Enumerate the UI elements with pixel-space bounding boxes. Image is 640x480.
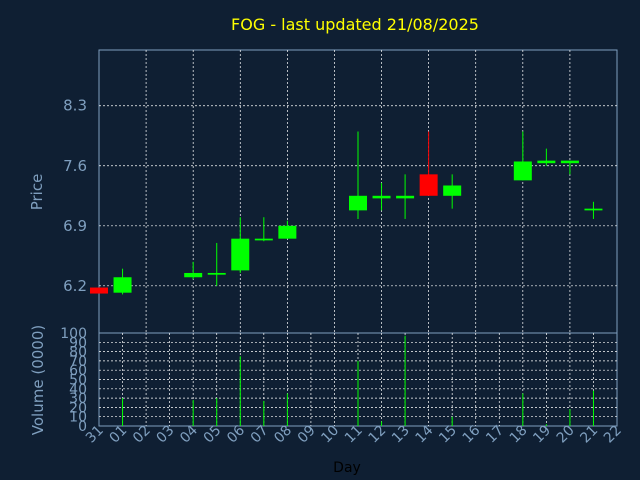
candle-06 <box>231 217 250 273</box>
candle-body <box>419 174 438 196</box>
volume-bars <box>122 335 594 426</box>
candle-18 <box>513 131 532 181</box>
price-y-tick-labels: 6.2 6.9 7.6 8.3 <box>63 97 87 295</box>
candle-15 <box>443 174 462 209</box>
candle-body <box>90 287 108 294</box>
candle-body <box>278 225 297 239</box>
volume-y-tick-label: 40 <box>69 382 87 398</box>
day-axis-label: Day <box>333 460 361 476</box>
chart-title: FOG - last updated 21/08/2025 <box>231 15 479 34</box>
volume-y-tick-label: 80 <box>69 345 87 361</box>
volume-y-tick-label: 10 <box>69 410 87 426</box>
candle-11 <box>349 131 367 219</box>
candle-body <box>584 208 603 211</box>
candle-body <box>254 238 273 241</box>
candle-05 <box>207 242 226 286</box>
candle-body <box>443 185 462 196</box>
candle-31 <box>90 287 108 294</box>
volume-y-tick-label: 30 <box>69 391 87 407</box>
volume-y-tick-label: 0 <box>78 419 87 435</box>
volume-y-tick-label: 100 <box>60 326 87 342</box>
candle-body <box>207 272 226 275</box>
price-y-tick-label: 7.6 <box>63 157 87 175</box>
price-y-tick-label: 6.9 <box>63 217 87 235</box>
candle-body <box>113 277 132 293</box>
candle-20 <box>560 160 579 175</box>
price-y-tick-label: 8.3 <box>63 97 87 115</box>
candle-body <box>560 160 579 164</box>
volume-y-tick-label: 20 <box>69 400 87 416</box>
candle-body <box>231 238 250 271</box>
candle-body <box>349 195 367 211</box>
candle-body <box>537 160 556 164</box>
candle-13 <box>396 174 415 219</box>
price-chart: 6.2 6.9 7.6 8.3 Price <box>28 49 618 334</box>
candle-07 <box>254 217 273 242</box>
day-tick-labels: 31 01 02 03 04 05 06 07 08 09 10 11 12 13 14 15 16 17 18 19… <box>83 422 625 446</box>
price-y-tick-label: 6.2 <box>63 277 87 295</box>
candle-body <box>513 161 532 181</box>
volume-y-tick-label: 50 <box>69 373 87 389</box>
candle-08 <box>278 220 297 239</box>
candle-body <box>184 272 203 278</box>
candle-14 <box>419 131 438 196</box>
candle-01 <box>113 268 132 295</box>
volume-axis-label: Volume (0000) <box>29 325 47 435</box>
volume-y-tick-label: 70 <box>69 354 87 370</box>
price-axis-label: Price <box>28 174 46 211</box>
candle-body <box>372 195 391 199</box>
candlesticks <box>90 131 603 295</box>
candle-19 <box>537 148 556 166</box>
volume-y-tick-label: 90 <box>69 335 87 351</box>
volume-y-tick-label: 60 <box>69 363 87 379</box>
candle-body <box>396 195 415 199</box>
candle-21 <box>584 201 603 219</box>
candle-12 <box>372 182 391 211</box>
candle-04 <box>184 261 203 279</box>
